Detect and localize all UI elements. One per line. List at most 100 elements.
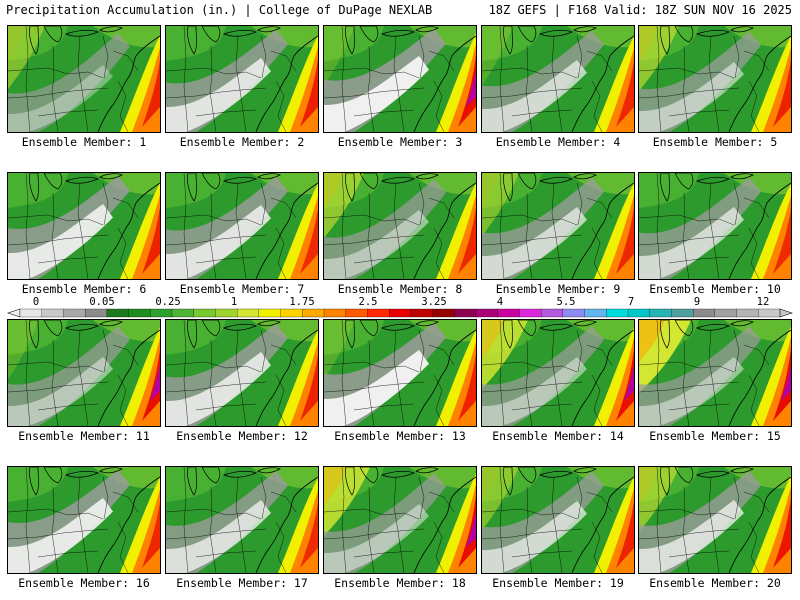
ensemble-map-panel [165,319,319,427]
ensemble-map-panel [638,172,792,280]
ensemble-map-panel [323,319,477,427]
ensemble-member-label: Ensemble Member: 2 [179,135,305,149]
precip-map [8,173,160,279]
colorbar-swatch [388,308,412,318]
colorbar-swatch [649,308,673,318]
colorbar-swatch [454,308,477,318]
ensemble-map-panel [165,172,319,280]
ensemble-map-panel [323,172,477,280]
ensemble-map-panel [638,25,792,133]
colorbar-labels: 0 0.05 0.25 1 1.75 2.5 3.25 4 5.5 7 9 12 [0,296,800,308]
ensemble-member-label: Ensemble Member: 14 [492,429,624,443]
precip-map [482,173,634,279]
colorbar-swatch [280,308,303,318]
colorbar-swatch [758,308,781,318]
precip-map [324,467,476,573]
ensemble-member-label: Ensemble Member: 12 [176,429,308,443]
ensemble-map-panel [7,466,161,574]
ensemble-member-label: Ensemble Member: 8 [337,282,463,296]
ensemble-member-label: Ensemble Member: 15 [649,429,781,443]
ensemble-map-panel [165,466,319,574]
colorbar-swatch [432,308,455,318]
precip-map [324,320,476,426]
page-title: Precipitation Accumulation (in.) | Colle… [6,3,433,17]
colorbar-swatch [150,308,173,318]
colorbar-swatch [345,308,369,318]
colorbar-tick-label: 0 [32,296,40,308]
colorbar-swatch [106,308,130,318]
ensemble-member-label: Ensemble Member: 18 [334,576,466,590]
colorbar-tick-label: 3.25 [421,296,447,308]
colorbar-swatch [692,308,716,318]
colorbar-left-arrow [7,308,21,318]
colorbar-swatch [128,308,151,318]
ensemble-member-label: Ensemble Member: 16 [18,576,150,590]
ensemble-map-panel [481,319,635,427]
colorbar-swatch [367,308,390,318]
colorbar-swatch [714,308,738,318]
colorbar-tick-label: 1.75 [289,296,315,308]
colorbar-swatch [497,308,521,318]
colorbar-swatch [302,308,325,318]
colorbar-swatch [584,308,607,318]
colorbar-tick-label: 9 [693,296,701,308]
ensemble-member-label: Ensemble Member: 7 [179,282,305,296]
precip-map [639,26,791,132]
precip-map [639,467,791,573]
precip-map [482,26,634,132]
colorbar-tick-label: 5.5 [556,296,576,308]
precip-map [166,26,318,132]
ensemble-map-panel [481,466,635,574]
precip-map [324,26,476,132]
ensemble-map-panel [323,25,477,133]
colorbar-swatch [41,308,65,318]
colorbar-swatch [258,308,282,318]
ensemble-map-panel [165,25,319,133]
ensemble-map-panel [7,319,161,427]
ensemble-member-label: Ensemble Member: 3 [337,135,463,149]
ensemble-map-panel [7,172,161,280]
ensemble-member-label: Ensemble Member: 1 [21,135,147,149]
colorbar-swatch [323,308,347,318]
precip-map [639,320,791,426]
ensemble-member-label: Ensemble Member: 17 [176,576,308,590]
colorbar-tick-label: 1 [230,296,238,308]
ensemble-map-panel [7,25,161,133]
ensemble-member-label: Ensemble Member: 11 [18,429,150,443]
colorbar-tick-label: 12 [756,296,770,308]
colorbar-swatch [671,308,694,318]
colorbar-swatch [540,308,564,318]
precip-map [166,173,318,279]
ensemble-member-label: Ensemble Member: 19 [492,576,624,590]
colorbar-swatch [84,308,108,318]
colorbar-tick-label: 2.5 [358,296,378,308]
colorbar-swatch [63,308,86,318]
colorbar-swatch [736,308,759,318]
colorbar-swatch [215,308,238,318]
colorbar-swatch [236,308,260,318]
model-run-info: 18Z GEFS | F168 Valid: 18Z SUN NOV 16 20… [488,3,792,17]
ensemble-member-label: Ensemble Member: 4 [495,135,621,149]
ensemble-member-label: Ensemble Member: 10 [649,282,781,296]
ensemble-map-panel [638,466,792,574]
precipitation-colorbar [7,308,793,318]
colorbar-swatch [410,308,434,318]
colorbar-tick-label: 7 [627,296,635,308]
ensemble-map-panel [481,25,635,133]
precip-map [8,467,160,573]
ensemble-member-label: Ensemble Member: 13 [334,429,466,443]
colorbar-swatch [171,308,195,318]
colorbar-swatch [606,308,629,318]
precip-map [482,320,634,426]
ensemble-member-label: Ensemble Member: 6 [21,282,147,296]
precip-map [166,320,318,426]
colorbar-swatch [627,308,651,318]
ensemble-map-panel [481,172,635,280]
precip-map [639,173,791,279]
colorbar-swatch [475,308,499,318]
colorbar-tick-label: 0.25 [155,296,181,308]
ensemble-map-panel [323,466,477,574]
colorbar-tick-label: 4 [496,296,504,308]
colorbar-right-arrow [779,308,793,318]
colorbar-swatch [19,308,43,318]
